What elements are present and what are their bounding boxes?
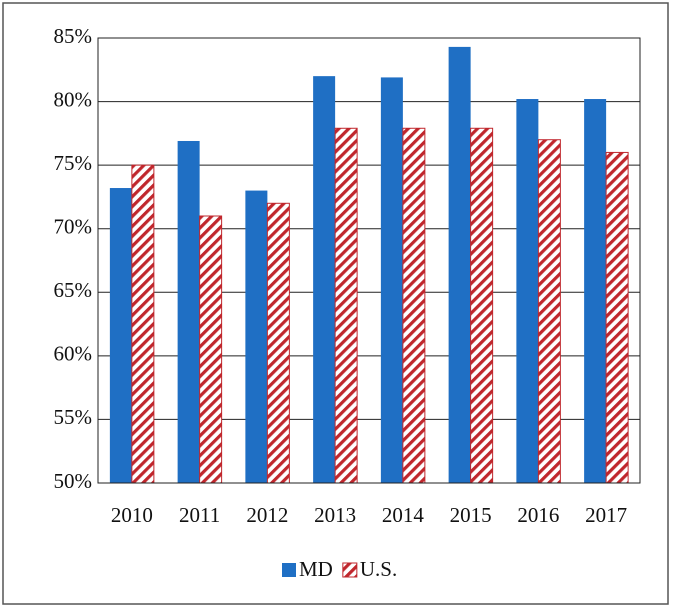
bar — [313, 76, 336, 484]
y-tick-label: 85% — [54, 24, 93, 48]
legend-label: MD — [299, 557, 333, 581]
x-tick-label: 2010 — [111, 503, 153, 527]
bar — [380, 77, 403, 484]
y-tick-label: 80% — [54, 87, 93, 111]
bar — [177, 140, 200, 483]
y-tick-label: 70% — [54, 215, 93, 239]
x-tick-label: 2014 — [382, 503, 425, 527]
x-tick-label: 2016 — [517, 503, 559, 527]
legend-label: U.S. — [360, 557, 397, 581]
x-tick-label: 2013 — [314, 503, 356, 527]
bar — [402, 127, 426, 484]
y-tick-label: 50% — [54, 469, 93, 493]
y-tick-label: 75% — [54, 151, 93, 175]
legend-swatch — [282, 563, 296, 577]
bar — [448, 46, 471, 484]
x-tick-label: 2015 — [450, 503, 492, 527]
bar — [537, 139, 561, 484]
legend-swatch — [342, 562, 358, 578]
bar — [516, 99, 539, 484]
bar — [470, 127, 494, 484]
plot-border — [97, 37, 641, 484]
y-tick-label: 55% — [54, 405, 93, 429]
x-tick-label: 2012 — [246, 503, 288, 527]
bar — [334, 127, 358, 484]
bar — [109, 188, 132, 483]
x-tick-label: 2017 — [585, 503, 627, 527]
bar — [266, 202, 290, 484]
bar — [199, 215, 223, 484]
bar — [605, 151, 629, 484]
x-tick-label: 2011 — [179, 503, 220, 527]
y-tick-label: 60% — [54, 342, 93, 366]
y-tick-label: 65% — [54, 278, 93, 302]
bar — [131, 164, 155, 484]
bar — [245, 190, 268, 484]
bar — [584, 99, 607, 484]
